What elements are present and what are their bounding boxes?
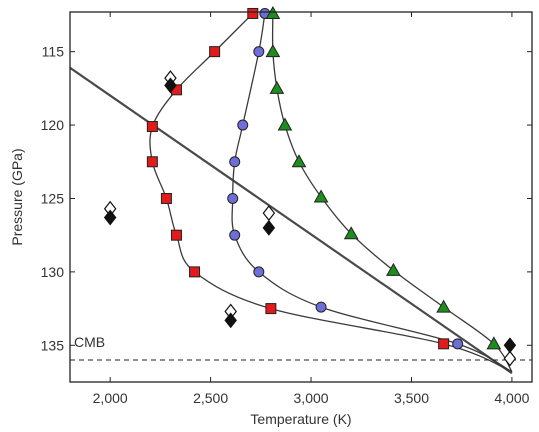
plot-frame [69,11,533,383]
circle-point [229,229,241,241]
y-tick-label: 135 [41,337,65,353]
triangle-point [269,80,285,94]
circle-point [253,46,265,58]
triangle-point [343,226,359,240]
square-point [160,192,172,204]
series-circle-curve [231,13,513,373]
x-tick-label: 3,500 [394,390,429,406]
square-point [265,303,277,315]
square-point [247,7,259,19]
diamond-filled-point [103,209,117,226]
diagonal-reference-line [70,66,513,375]
diamond-open-point [503,350,517,367]
series-square-curve [149,13,513,373]
x-axis-label: Temperature (K) [250,411,351,427]
circle-point [253,266,265,278]
x-tick-label: 2,000 [93,390,128,406]
diamond-filled-point [224,312,237,329]
square-point [146,121,158,133]
triangle-point [436,299,451,313]
circle-point [229,156,241,168]
square-point [438,338,450,350]
square-point [209,46,221,58]
circle-point [452,338,464,350]
triangle-point [265,5,281,19]
y-tick-label: 125 [41,190,65,206]
triangle-point [386,262,401,276]
triangle-point [313,189,329,203]
series-triangle-curve [271,13,513,373]
circle-point [315,301,327,313]
x-tick-label: 4,000 [494,390,529,406]
y-tick-label: 115 [42,44,65,60]
triangle-point [265,44,281,58]
y-tick-label: 130 [41,264,65,280]
x-tick-label: 2,500 [193,390,228,406]
square-point [170,229,182,241]
triangle-point [486,336,502,350]
y-axis-label: Pressure (GPa) [9,148,25,245]
cmb-annotation: CMB [74,334,105,350]
circle-point [227,192,239,204]
circle-point [237,119,249,131]
diamond-filled-point [503,337,517,354]
square-point [146,156,158,168]
triangle-point [291,154,307,168]
diamond-filled-point [164,77,177,94]
y-tick-label: 120 [41,117,65,133]
triangle-point [277,117,293,131]
x-tick-label: 3,000 [294,390,329,406]
square-point [189,266,201,278]
diamond-filled-point [262,219,276,236]
